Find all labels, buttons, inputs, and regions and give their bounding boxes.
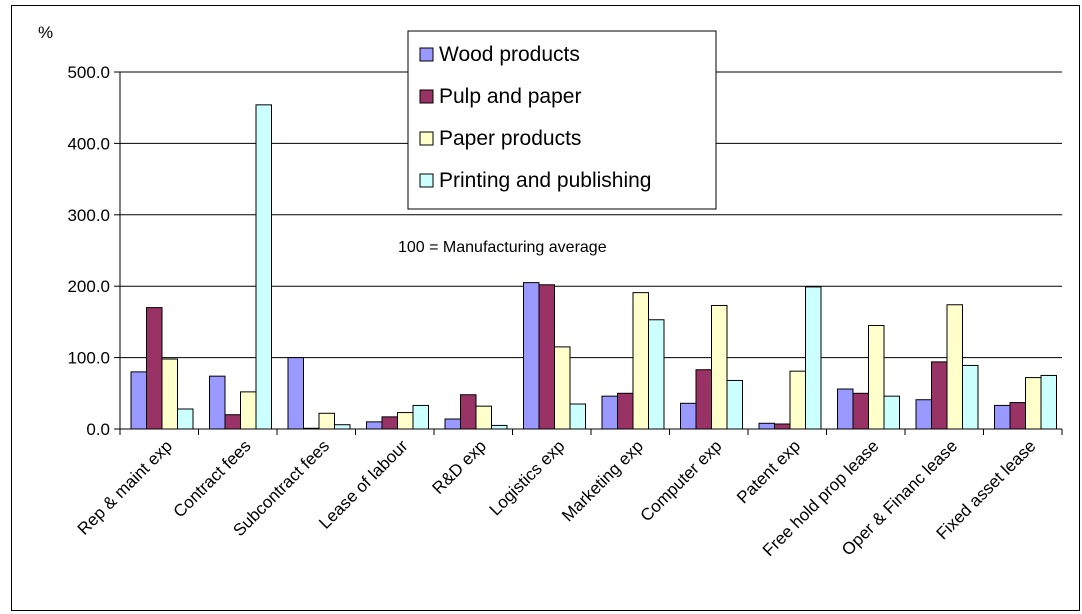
legend-swatch <box>419 131 434 146</box>
bar <box>491 424 508 430</box>
y-tick-label: 400.0 <box>67 134 110 153</box>
y-tick-label: 200.0 <box>67 277 110 296</box>
bar <box>852 392 869 430</box>
bar <box>726 379 743 430</box>
bar <box>130 371 147 430</box>
bar <box>774 423 791 430</box>
x-tick-label: Patent exp <box>733 436 804 507</box>
bar <box>523 282 540 430</box>
bar <box>758 422 775 430</box>
bar <box>1025 377 1042 430</box>
x-tick-label: Logistics exp <box>486 436 569 519</box>
x-tick-label: Computer exp <box>637 436 726 525</box>
bar <box>680 402 697 430</box>
bar <box>1040 374 1057 430</box>
bar <box>632 292 649 430</box>
y-tick-labels: 0.0 100.0 200.0 300.0 400.0 500.0 <box>67 63 110 439</box>
legend-swatch <box>419 47 434 62</box>
legend-swatch <box>419 173 434 188</box>
bar <box>601 395 618 430</box>
axes <box>119 72 1063 435</box>
bar <box>366 421 383 430</box>
bar <box>255 104 272 430</box>
bar <box>554 346 571 430</box>
bar <box>334 424 351 430</box>
bar <box>931 361 948 430</box>
bar <box>837 388 854 430</box>
bar <box>883 395 900 430</box>
bar <box>648 319 665 430</box>
bar <box>915 399 932 430</box>
bar <box>695 369 712 430</box>
bar <box>161 358 178 430</box>
bar <box>397 412 414 430</box>
bar <box>475 405 492 430</box>
bar <box>444 418 461 430</box>
x-tick-label: Contract fees <box>170 436 255 521</box>
y-axis-label: % <box>38 23 53 42</box>
bar <box>1009 402 1026 430</box>
legend-label: Paper products <box>439 127 581 150</box>
bar <box>789 370 806 430</box>
bar <box>240 391 257 430</box>
legend: Wood products Pulp and paper Paper product… <box>407 30 717 210</box>
bar <box>962 364 979 430</box>
bar <box>538 284 555 430</box>
annotation-text: 100 = Manufacturing average <box>398 239 607 256</box>
y-tick-label: 500.0 <box>67 63 110 82</box>
bar <box>460 394 477 430</box>
legend-label: Wood products <box>439 43 580 66</box>
bar <box>868 324 885 430</box>
bar <box>318 412 335 430</box>
x-tick-label: R&D exp <box>429 436 491 498</box>
bar <box>381 416 398 430</box>
bar <box>805 286 822 430</box>
legend-swatch <box>419 89 434 104</box>
y-tick-label: 100.0 <box>67 349 110 368</box>
y-tick-label: 0.0 <box>86 420 110 439</box>
bar <box>617 392 634 430</box>
x-tick-label: Marketing exp <box>558 436 647 525</box>
bar <box>287 357 304 430</box>
bar <box>224 414 241 430</box>
bar <box>994 404 1011 430</box>
y-tick-label: 300.0 <box>67 206 110 225</box>
bar <box>711 304 728 430</box>
bar <box>177 408 194 430</box>
legend-label: Pulp and paper <box>439 85 581 108</box>
bar <box>412 404 429 430</box>
bar <box>209 375 226 430</box>
bar <box>569 403 586 430</box>
bar <box>146 307 163 430</box>
legend-label: Printing and publishing <box>439 169 651 192</box>
legend-box <box>407 30 717 210</box>
x-tick-label: Rep & maint exp <box>74 436 176 538</box>
bar <box>946 304 963 430</box>
